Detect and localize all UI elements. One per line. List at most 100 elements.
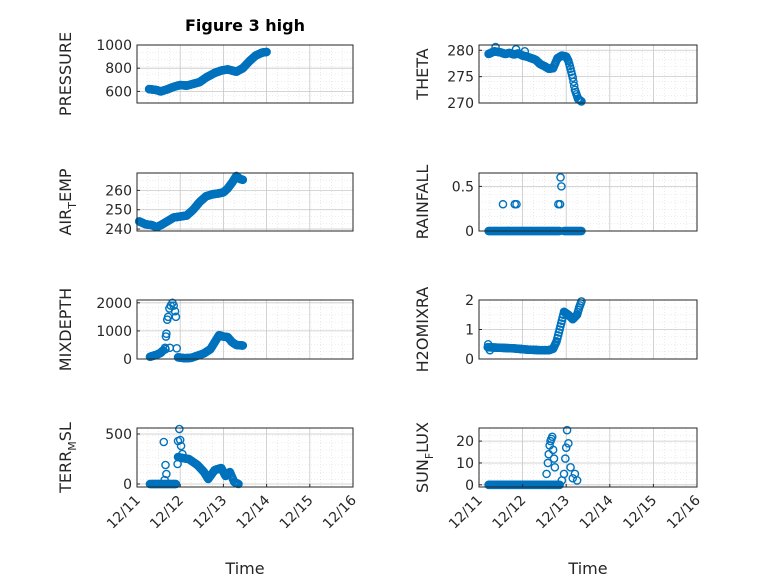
data-point: [548, 445, 558, 455]
data-point: [171, 479, 181, 489]
x-tick-label: 12/16: [664, 492, 704, 532]
data-point: [566, 463, 575, 472]
y-tick-label: 240: [105, 222, 132, 238]
axes-frame: [478, 44, 698, 104]
data-point: [561, 443, 571, 452]
y-tick-label: 0: [465, 478, 474, 494]
y-tick-label: 2: [465, 293, 474, 309]
data-point: [512, 199, 521, 209]
y-tick-label: 0.5: [452, 179, 474, 195]
y-axis-label: H2OMIXRA: [413, 287, 432, 373]
y-tick-label: 10: [456, 456, 474, 472]
axes-frame: [478, 172, 698, 232]
subplot-mixdepth: 0 1000 2000 MIXDEPTH: [56, 288, 354, 371]
data-point: [162, 329, 171, 339]
y-tick-label: 1: [465, 323, 474, 339]
y-tick-label: 260: [105, 183, 132, 199]
data-point: [485, 345, 495, 355]
x-tick-label: 12/16: [320, 492, 360, 532]
axes-frame: [478, 299, 698, 360]
subplot-rainfall: 0 0.5 RAINFALL: [413, 165, 698, 240]
axes-frame: [136, 172, 354, 232]
data-point: [175, 435, 185, 445]
data-point: [577, 97, 586, 106]
data-point: [238, 175, 248, 185]
subplot-air-temp: 240 250 260 AIRTEMP: [56, 168, 354, 238]
data-point: [511, 44, 521, 54]
x-tick-label: 12/12: [490, 493, 530, 533]
y-axis-label: SUNFLUX: [413, 422, 436, 493]
data-point: [556, 173, 565, 182]
data-point: [172, 344, 182, 353]
subplot-pressure: 600 800 1000 PRESSURE: [56, 32, 354, 116]
subplot-terr-msl: 0 500 12/11 12/12 12/13 12/14 12/15 12/16 TERRMS…: [56, 422, 360, 532]
y-tick-label: 0: [123, 352, 132, 368]
data-point: [169, 301, 179, 310]
x-tick-label: 12/12: [147, 493, 187, 533]
x-tick-label: 12/11: [446, 493, 486, 533]
axes-frame: [136, 44, 354, 104]
axes-frame: [478, 427, 698, 488]
data-point: [559, 469, 569, 479]
data-point: [520, 47, 530, 56]
y-tick-label: 0: [465, 352, 474, 368]
data-point: [171, 312, 181, 322]
x-tick-label: 12/13: [190, 493, 230, 533]
axes-frame: [136, 299, 354, 360]
y-tick-label: 1000: [96, 324, 132, 340]
data-point: [178, 449, 187, 459]
data-point: [543, 458, 553, 468]
y-axis-label: MIXDEPTH: [56, 288, 75, 371]
data-point: [175, 424, 184, 434]
x-tick-label: 12/11: [104, 493, 144, 533]
data-point: [170, 306, 180, 316]
y-tick-label: 270: [447, 96, 474, 112]
data-point: [568, 73, 578, 82]
y-tick-label: 0: [465, 224, 474, 240]
subplot-theta: 270 275 280 THETA: [413, 42, 698, 112]
data-point: [555, 199, 565, 209]
data-point: [491, 42, 500, 52]
subplot-sun-flux: 0 10 20 12/11 12/12 12/13 12/14 12/15 12/16 SUNFL…: [413, 422, 704, 532]
y-tick-label: 20: [456, 434, 474, 450]
data-point: [550, 463, 560, 472]
x-axis-label-right: Time: [567, 559, 607, 578]
y-axis-label: PRESSURE: [56, 32, 75, 116]
data-point: [557, 182, 566, 191]
y-tick-label: 1000: [96, 38, 132, 54]
data-point: [176, 441, 186, 451]
data-point: [555, 480, 564, 490]
figure-title: Figure 3 high: [185, 16, 305, 35]
y-axis-label: TERRMSL: [56, 422, 79, 494]
x-tick-label: 12/15: [277, 493, 317, 533]
data-point: [547, 432, 557, 442]
x-tick-label: 12/14: [234, 492, 274, 532]
y-axis-label: AIRTEMP: [56, 168, 79, 235]
x-tick-label: 12/13: [533, 493, 573, 533]
x-axis-label-left: Time: [224, 559, 264, 578]
y-axis-label: THETA: [413, 48, 432, 100]
axes-frame: [136, 427, 354, 488]
data-point: [159, 437, 169, 447]
x-tick-label: 12/15: [620, 493, 660, 533]
data-point: [234, 479, 243, 489]
data-point: [564, 438, 573, 448]
data-point: [162, 469, 171, 479]
data-point: [161, 460, 170, 470]
data-point: [561, 454, 570, 463]
data-point: [262, 47, 271, 57]
y-tick-label: 0: [123, 477, 132, 493]
data-point: [562, 425, 572, 435]
y-axis-label: RAINFALL: [413, 165, 432, 240]
data-point: [577, 297, 586, 306]
subplot-h2omixra: 0 1 2 H2OMIXRA: [413, 287, 698, 373]
data-point: [160, 475, 169, 485]
data-point: [569, 77, 578, 87]
y-tick-label: 500: [105, 427, 132, 443]
data-point: [173, 459, 182, 469]
y-tick-label: 600: [105, 84, 132, 100]
data-point: [483, 339, 493, 349]
y-tick-label: 250: [105, 203, 132, 219]
